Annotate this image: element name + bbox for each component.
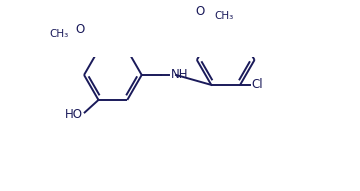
- Text: CH₃: CH₃: [215, 11, 234, 21]
- Text: NH: NH: [171, 68, 189, 81]
- Text: O: O: [75, 23, 85, 36]
- Text: CH₃: CH₃: [50, 29, 69, 40]
- Text: HO: HO: [65, 108, 83, 121]
- Text: O: O: [195, 5, 204, 18]
- Text: Cl: Cl: [251, 78, 263, 91]
